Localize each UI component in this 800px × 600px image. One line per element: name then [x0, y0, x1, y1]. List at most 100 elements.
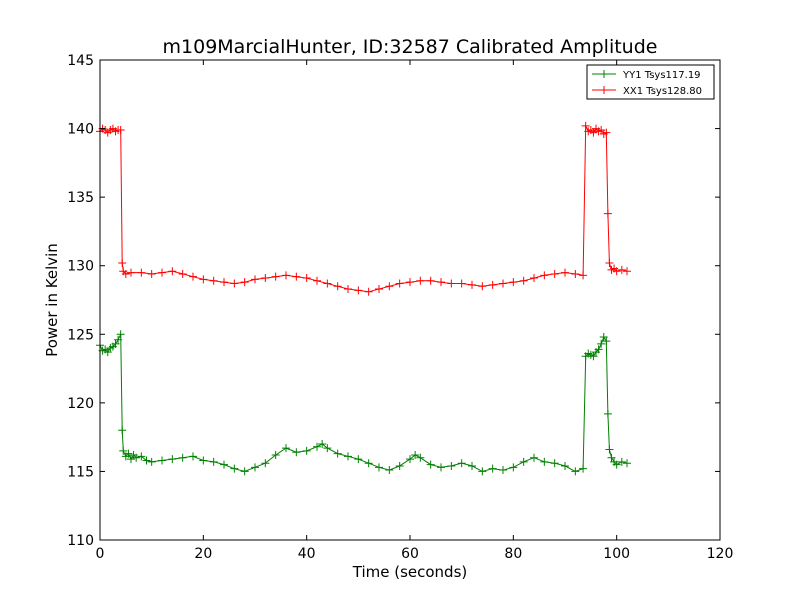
data-point-marker: [406, 455, 414, 464]
data-point-marker: [302, 274, 311, 283]
data-point-marker: [530, 274, 538, 283]
data-point-marker: [607, 453, 616, 462]
data-point-marker: [499, 279, 507, 288]
data-point-marker: [561, 461, 569, 470]
data-point-marker: [354, 286, 363, 295]
data-point-marker: [416, 453, 425, 462]
data-point-marker: [220, 278, 228, 287]
x-tick-label: 0: [96, 546, 105, 562]
data-point-marker: [617, 457, 626, 466]
data-point-marker: [209, 276, 218, 285]
y-tick-label: 125: [67, 327, 94, 343]
data-point-marker: [127, 268, 135, 277]
data-point-marker: [589, 352, 598, 361]
legend-entries: YY1 Tsys117.19 XX1 Tsys128.80: [592, 70, 702, 97]
legend-marker: [600, 86, 608, 94]
data-point-marker: [199, 275, 208, 284]
y-tick-label: 135: [67, 190, 94, 206]
data-point-marker: [116, 125, 125, 134]
data-point-marker: [540, 457, 549, 466]
data-point-marker: [118, 426, 127, 435]
data-point-marker: [116, 330, 125, 339]
data-point-marker: [209, 457, 218, 466]
x-tick-label: 120: [707, 546, 734, 562]
data-point-marker: [354, 455, 363, 464]
data-point-marker: [313, 442, 321, 451]
data-point-marker: [282, 271, 290, 280]
data-point-marker: [271, 450, 280, 459]
data-point-marker: [597, 125, 606, 134]
data-point-marker: [602, 337, 611, 346]
data-point-marker: [540, 271, 549, 280]
data-point-marker: [178, 269, 187, 278]
data-point-marker: [623, 459, 631, 468]
data-point-marker: [385, 466, 394, 475]
data-point-marker: [478, 282, 487, 291]
data-point-marker: [313, 276, 321, 285]
data-point-marker: [599, 333, 608, 342]
data-point-marker: [124, 449, 133, 458]
data-point-marker: [457, 279, 466, 288]
data-point-marker: [240, 467, 249, 476]
data-point-marker: [137, 268, 146, 277]
y-tick-label: 145: [67, 53, 94, 69]
data-point-marker: [426, 460, 435, 469]
data-point-marker: [385, 282, 394, 291]
data-point-marker: [111, 339, 120, 348]
x-tick-label: 80: [504, 546, 522, 562]
data-point-marker: [468, 461, 476, 470]
legend-label: XX1 Tsys128.80: [623, 86, 702, 97]
data-point-marker: [519, 457, 528, 466]
data-point-marker: [468, 280, 476, 289]
data-point-marker: [571, 269, 580, 278]
data-point-marker: [271, 272, 280, 281]
data-point-marker: [114, 335, 123, 344]
y-tick-label: 130: [67, 259, 94, 275]
data-point-marker: [594, 345, 603, 354]
data-point-marker: [530, 453, 538, 462]
chart-title: m109MarcialHunter, ID:32587 Calibrated A…: [163, 36, 658, 58]
data-point-marker: [375, 285, 383, 294]
data-point-marker: [519, 276, 528, 285]
data-point-marker: [411, 450, 420, 459]
data-point-marker: [499, 466, 507, 475]
data-point-marker: [142, 456, 151, 465]
data-point-marker: [333, 282, 342, 291]
data-point-marker: [617, 265, 626, 274]
plot-area: 0 20 40 60 80 100 120 110 115 120 125 130 135 140 145: [67, 53, 733, 562]
y-axis-label: Power in Kelvin: [43, 243, 61, 357]
data-point-marker: [127, 455, 135, 464]
data-point-marker: [509, 278, 518, 287]
data-point-marker: [230, 464, 239, 473]
data-point-marker: [220, 460, 228, 469]
data-point-marker: [550, 459, 559, 468]
data-point-marker: [447, 279, 456, 288]
x-axis-label: Time (seconds): [352, 563, 468, 581]
data-point-marker: [605, 445, 614, 454]
y-tick-label: 115: [67, 464, 94, 480]
data-point-marker: [589, 128, 598, 137]
data-point-marker: [602, 128, 611, 137]
data-point-marker: [168, 455, 177, 464]
data-point-marker: [579, 271, 588, 280]
data-point-marker: [395, 461, 404, 470]
data-point-marker: [230, 279, 239, 288]
data-point-marker: [426, 276, 435, 285]
x-tick-label: 40: [298, 546, 316, 562]
data-point-marker: [597, 339, 606, 348]
data-point-marker: [478, 467, 487, 476]
data-point-marker: [118, 258, 127, 267]
legend-marker: [600, 70, 608, 78]
series-layer: [96, 121, 631, 476]
data-point-marker: [623, 267, 631, 276]
data-point-marker: [178, 453, 187, 462]
data-point-marker: [581, 121, 590, 130]
legend-frame: [586, 64, 715, 100]
data-point-marker: [119, 446, 128, 455]
data-point-marker: [189, 272, 197, 281]
data-point-marker: [447, 461, 456, 470]
data-point-marker: [333, 449, 342, 458]
data-point-marker: [416, 276, 425, 285]
data-point-marker: [318, 440, 327, 448]
